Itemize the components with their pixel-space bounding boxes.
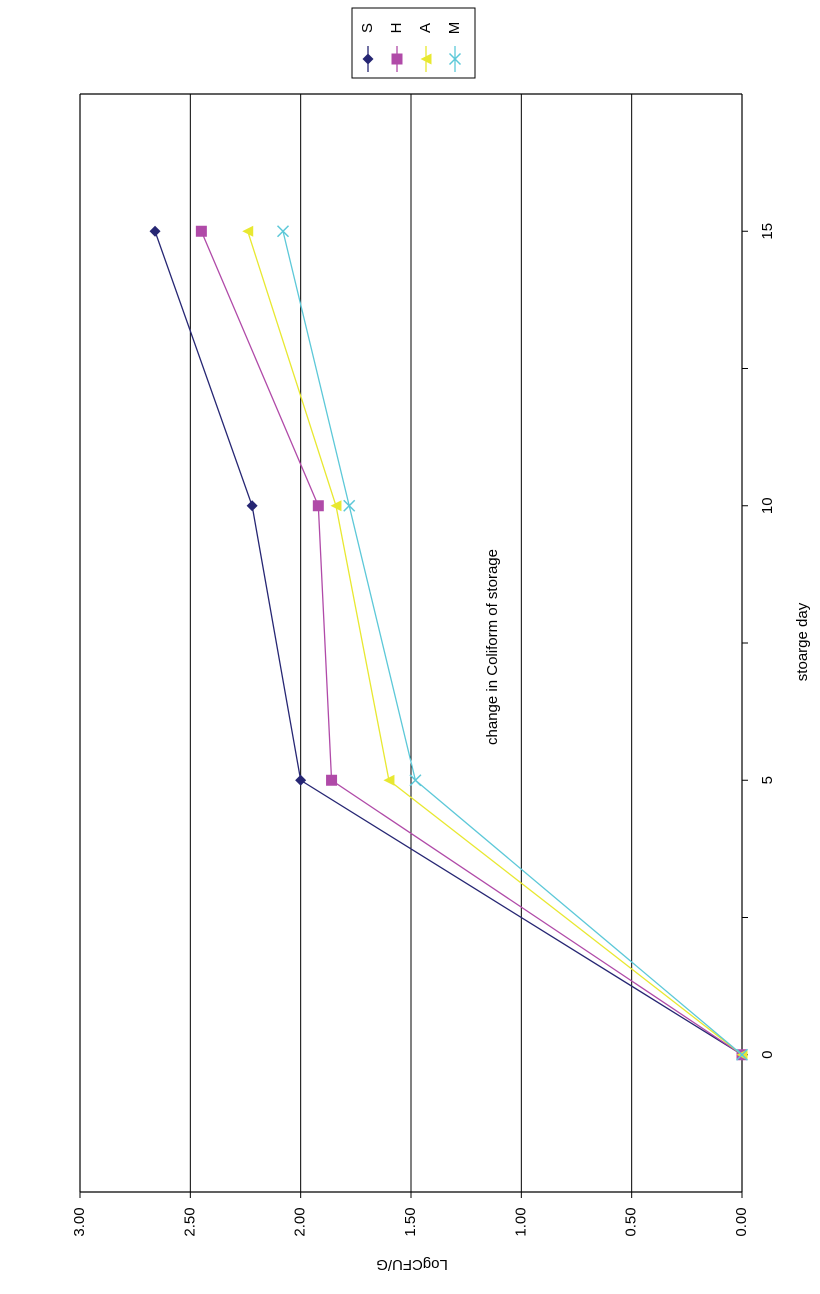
y-tick-label: 0.00: [733, 1207, 750, 1236]
data-point-m: [343, 499, 356, 512]
data-point-a: [383, 774, 395, 786]
data-point-a: [242, 225, 254, 237]
series-line-m: [282, 231, 743, 1056]
legend-label-h: H: [388, 23, 405, 34]
legend-box: [351, 7, 476, 79]
legend-marker-a: [420, 53, 432, 65]
x-tick-label: 15: [759, 223, 776, 240]
x-tick-label: 10: [759, 497, 776, 514]
data-point-h: [326, 774, 338, 786]
y-axis-label: LogCFU/G: [376, 1256, 448, 1273]
chart-title: change in Coliform of storage: [484, 549, 501, 745]
legend-marker-m: [448, 52, 462, 66]
legend-marker-h: [391, 53, 403, 65]
legend-label-s: S: [359, 23, 376, 33]
y-tick-label: 3.00: [71, 1207, 88, 1236]
data-point-m-stroke: [409, 774, 422, 787]
y-tick-label: 1.00: [512, 1207, 529, 1236]
data-point-s: [246, 500, 258, 512]
data-point-a: [330, 500, 342, 512]
y-tick-label: 2.00: [292, 1207, 309, 1236]
data-point-m-stroke: [343, 499, 356, 512]
data-point-m: [409, 774, 422, 787]
data-point-s: [149, 225, 161, 237]
data-point-m: [735, 1048, 749, 1061]
y-tick-label: 1.50: [402, 1207, 419, 1236]
legend-marker-s: [362, 53, 374, 65]
series-line-s: [154, 231, 743, 1056]
data-point-m-stroke: [735, 1048, 749, 1061]
series-line-h: [200, 230, 743, 1056]
data-point-m: [276, 225, 290, 238]
data-point-h: [312, 500, 324, 512]
data-point-h: [195, 225, 207, 237]
legend-label-a: A: [417, 23, 434, 33]
legend-marker-m-stroke: [448, 52, 462, 66]
y-tick-label: 2.50: [181, 1207, 198, 1236]
series-line-a: [247, 231, 743, 1056]
legend-label-m: M: [446, 22, 463, 35]
plot-area: 0.00 0.50 1.00 1.50 2.00 2.50 3.00 0 5 10 15: [71, 93, 776, 1237]
data-point-m-stroke: [276, 225, 290, 238]
x-tick-label: 5: [759, 776, 776, 784]
x-tick-label: 0: [759, 1051, 776, 1059]
y-tick-label: 0.50: [623, 1207, 640, 1236]
data-point-s: [295, 774, 307, 786]
x-axis-label: stoarge day: [794, 602, 811, 681]
